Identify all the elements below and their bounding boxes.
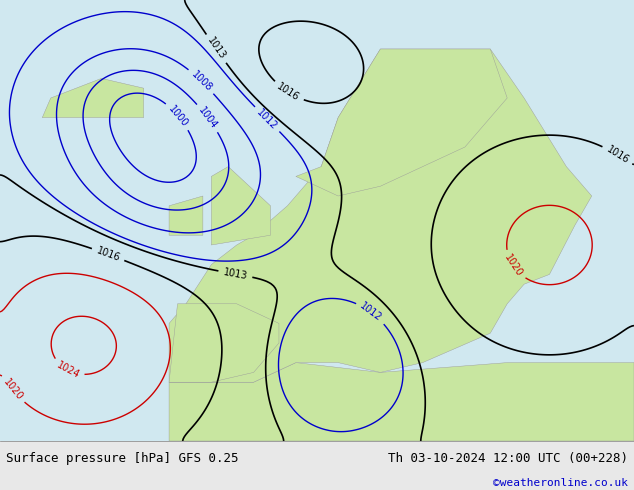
Polygon shape — [169, 304, 279, 382]
Text: 1016: 1016 — [275, 81, 301, 103]
Text: 1012: 1012 — [255, 107, 280, 131]
Text: 1016: 1016 — [604, 145, 631, 166]
Text: 1004: 1004 — [197, 105, 219, 131]
Text: Surface pressure [hPa] GFS 0.25: Surface pressure [hPa] GFS 0.25 — [6, 452, 239, 465]
Polygon shape — [169, 196, 203, 235]
Text: 1013: 1013 — [223, 267, 249, 281]
Polygon shape — [296, 49, 507, 196]
Text: 1020: 1020 — [1, 377, 24, 402]
Text: 1000: 1000 — [166, 103, 190, 129]
Text: 1012: 1012 — [358, 301, 384, 324]
Polygon shape — [169, 363, 634, 441]
Text: 1016: 1016 — [95, 245, 121, 263]
Text: Th 03-10-2024 12:00 UTC (00+228): Th 03-10-2024 12:00 UTC (00+228) — [387, 452, 628, 465]
Text: 1024: 1024 — [55, 360, 81, 381]
Polygon shape — [169, 49, 592, 382]
Text: 1008: 1008 — [189, 69, 214, 94]
Text: 1013: 1013 — [205, 36, 227, 62]
Polygon shape — [211, 167, 271, 245]
Text: ©weatheronline.co.uk: ©weatheronline.co.uk — [493, 478, 628, 488]
Text: 1020: 1020 — [502, 253, 524, 279]
Polygon shape — [42, 78, 144, 118]
